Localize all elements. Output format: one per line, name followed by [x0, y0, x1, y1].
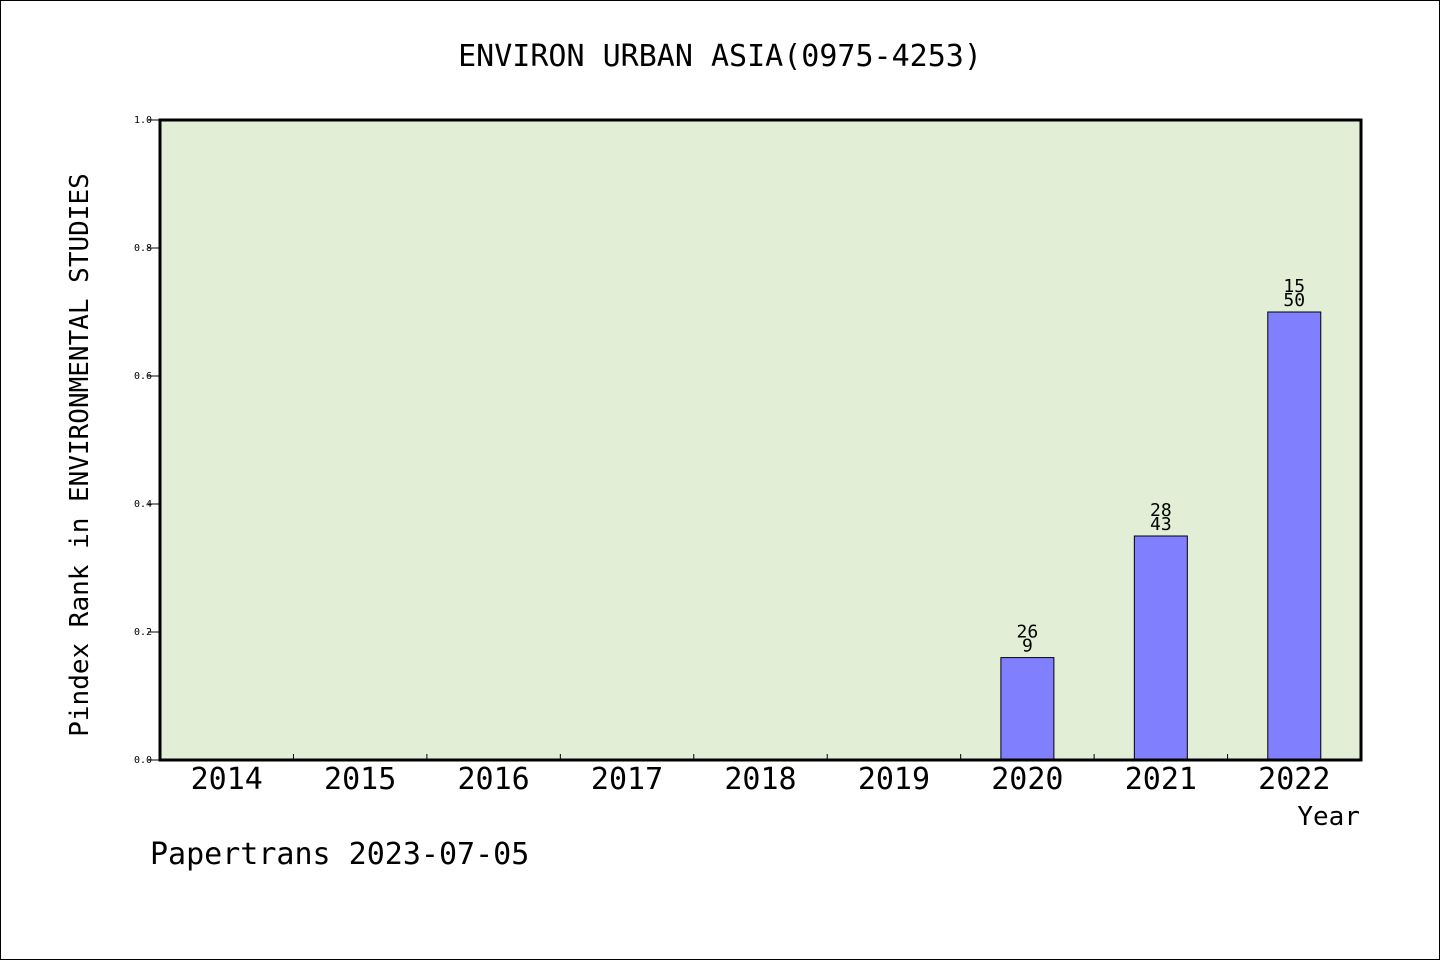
x-tick-label-2016: 2016 [457, 762, 529, 797]
bars-group [1000, 311, 1322, 761]
footer-text: Papertrans 2023-07-05 [150, 837, 529, 872]
bar-2021 [1133, 535, 1188, 761]
y-tick-label: 1.0 [134, 115, 152, 126]
y-tick-label: 0.4 [134, 499, 152, 510]
x-tick-label-2015: 2015 [324, 762, 396, 797]
x-tick-label-2017: 2017 [591, 762, 663, 797]
x-axis-label: Year [1297, 802, 1360, 832]
x-tick-label-2018: 2018 [724, 762, 796, 797]
bar-2022 [1267, 311, 1322, 761]
data-label-bottom-2021: 43 [1150, 514, 1172, 535]
y-tick-label: 0.8 [134, 243, 152, 254]
x-tick-label-2020: 2020 [991, 762, 1063, 797]
y-axis-label: Pindex Rank in ENVIRONMENTAL STUDIES [65, 173, 95, 737]
x-axis: 2014 2015 2016 2017 2018 2019 2020 2021 2022 [191, 754, 1330, 797]
y-tick-label: 0.2 [134, 627, 152, 638]
y-tick-label: 0.6 [134, 371, 152, 382]
x-tick-label-2022: 2022 [1258, 762, 1330, 797]
data-label-top-2021: 28 [1150, 500, 1172, 521]
data-label-bottom-2022: 50 [1283, 290, 1305, 311]
bar-2020 [1000, 657, 1055, 761]
data-label-bottom-2020: 9 [1022, 636, 1033, 657]
x-tick-label-2019: 2019 [858, 762, 930, 797]
x-tick-label-2014: 2014 [191, 762, 263, 797]
data-label-top-2020: 26 [1017, 622, 1039, 643]
y-axis: 0.0 0.2 0.4 0.6 0.8 1.0 [134, 115, 160, 766]
plot-border [158, 118, 1363, 762]
data-label-top-2022: 15 [1283, 276, 1305, 297]
y-tick-label: 0.0 [134, 755, 152, 766]
x-tick-label-2021: 2021 [1125, 762, 1197, 797]
chart-title: ENVIRON URBAN ASIA(0975-4253) [458, 39, 982, 74]
